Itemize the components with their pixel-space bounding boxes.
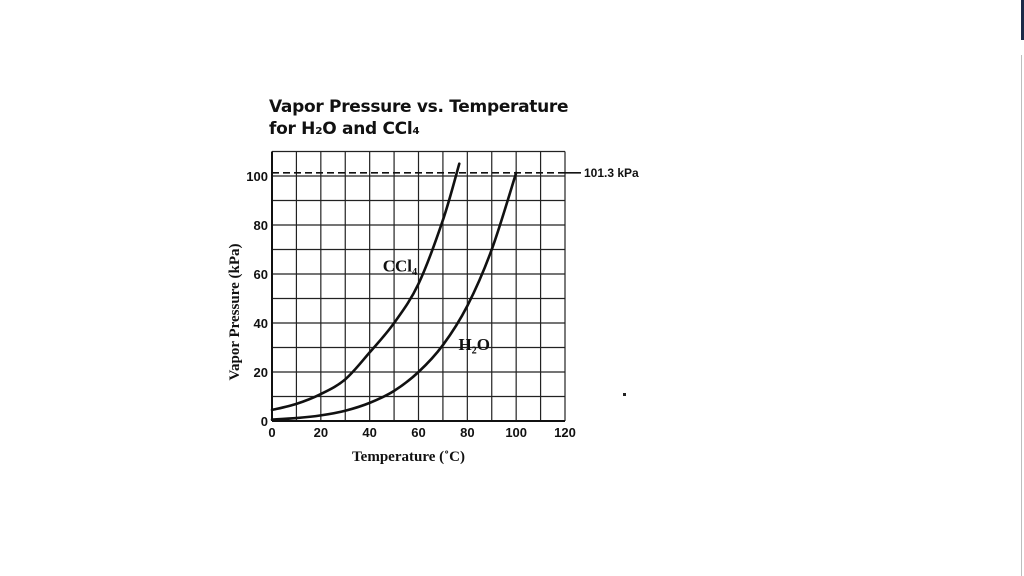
x-tick-label: 80 bbox=[460, 425, 474, 440]
x-tick-label: 120 bbox=[554, 425, 576, 440]
x-tick-label: 20 bbox=[314, 425, 328, 440]
axes bbox=[271, 151, 565, 422]
axis-labels: Temperature (˚C) Vapor Pressure (kPa) bbox=[227, 244, 465, 465]
y-tick-label: 0 bbox=[261, 414, 268, 429]
series-curve-ccl4 bbox=[270, 162, 461, 412]
x-tick-label: 0 bbox=[268, 425, 275, 440]
chart-title-line-1: Vapor Pressure vs. Temperature bbox=[269, 97, 569, 117]
y-tick-label: 100 bbox=[246, 169, 268, 184]
reference-line-label: 101.3 kPa bbox=[584, 166, 639, 180]
y-tick-label: 60 bbox=[254, 267, 268, 282]
window-edge-bar bbox=[1021, 0, 1024, 40]
curve-label: CCl₄ bbox=[383, 257, 417, 276]
tick-labels: 0 20 40 60 80 100 120 0 20 40 60 80 100 bbox=[246, 169, 576, 440]
data-series bbox=[270, 162, 518, 421]
chart-title: Vapor Pressure vs. Temperature for H₂O a… bbox=[269, 96, 569, 140]
series-curve-h2o bbox=[270, 171, 518, 421]
y-tick-label: 80 bbox=[254, 218, 268, 233]
chart-title-line-2: for H₂O and CCl₄ bbox=[269, 119, 420, 139]
y-tick-label: 20 bbox=[254, 365, 268, 380]
y-axis-label: Vapor Pressure (kPa) bbox=[227, 244, 243, 381]
curve-label: H₂O bbox=[458, 335, 490, 354]
stray-mark bbox=[623, 393, 626, 396]
curve-labels: CCl₄ H₂O bbox=[383, 257, 490, 354]
grid-lines bbox=[271, 150, 566, 422]
x-tick-label: 60 bbox=[411, 425, 425, 440]
x-axis-label: Temperature (˚C) bbox=[352, 449, 465, 465]
x-tick-label: 100 bbox=[505, 425, 527, 440]
y-tick-label: 40 bbox=[254, 316, 268, 331]
scrollbar-track[interactable] bbox=[1021, 55, 1022, 576]
x-tick-label: 40 bbox=[362, 425, 376, 440]
